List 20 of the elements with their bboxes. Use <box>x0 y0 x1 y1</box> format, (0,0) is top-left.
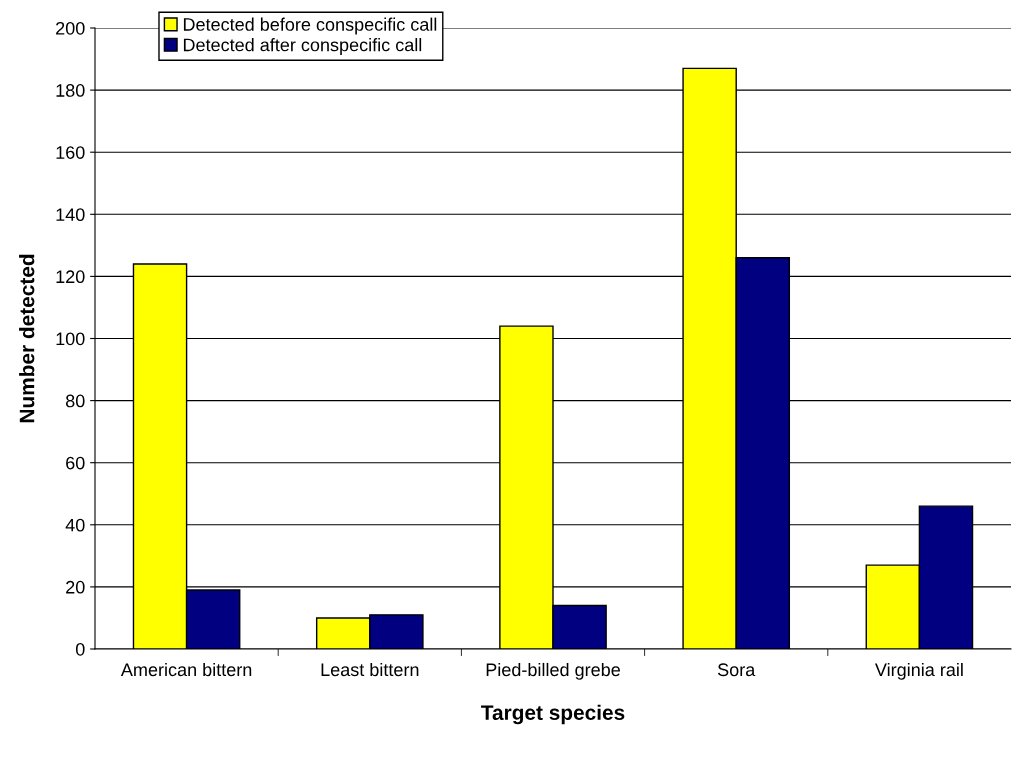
y-axis-title: Number detected <box>19 254 35 423</box>
y-tick-label: 0 <box>75 642 85 656</box>
y-tick-label: 160 <box>56 146 85 159</box>
x-axis-title: Target species <box>481 704 625 725</box>
x-tick-label: Virginia rail <box>874 662 963 680</box>
y-tick-label: 200 <box>56 21 85 35</box>
y-tick-label: 40 <box>65 518 85 532</box>
legend-label: Detected before conspecific call <box>183 17 437 35</box>
y-tick-label: 100 <box>56 332 85 346</box>
y-tick-label: 180 <box>56 84 85 97</box>
x-tick-label: Least bittern <box>321 662 419 677</box>
x-tick-label: Pied-billed grebe <box>486 662 620 680</box>
x-tick-label: Sora <box>717 663 756 677</box>
legend-label: Detected after conspecific call <box>183 38 422 55</box>
y-tick-label: 80 <box>65 394 85 408</box>
y-tick-label: 120 <box>56 270 85 284</box>
x-tick-label: American bittern <box>120 662 252 677</box>
y-tick-label: 20 <box>66 580 85 594</box>
y-tick-label: 140 <box>56 208 85 222</box>
y-tick-label: 60 <box>66 456 85 470</box>
